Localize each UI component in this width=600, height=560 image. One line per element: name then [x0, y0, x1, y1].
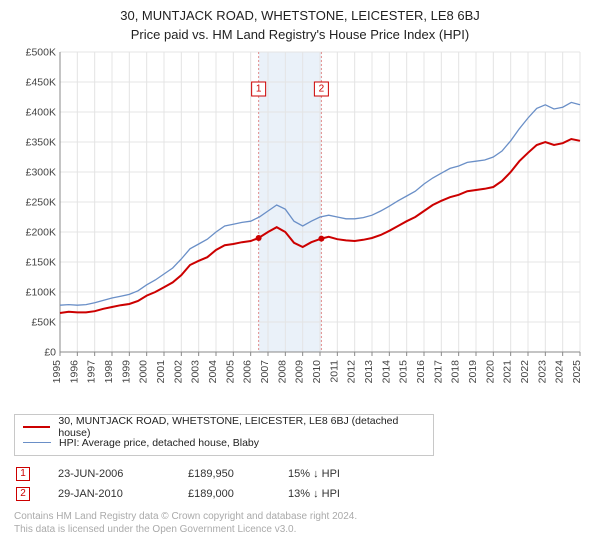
x-tick-label: 1998	[103, 360, 115, 384]
y-tick-label: £400K	[26, 106, 56, 118]
attribution-line: Contains HM Land Registry data © Crown c…	[14, 510, 586, 523]
attribution: Contains HM Land Registry data © Crown c…	[14, 510, 586, 536]
x-tick-label: 1997	[86, 360, 98, 384]
chart-container: 30, MUNTJACK ROAD, WHETSTONE, LEICESTER,…	[0, 0, 600, 560]
legend-swatch	[23, 442, 51, 443]
x-tick-label: 2001	[155, 360, 167, 384]
x-tick-label: 2015	[398, 360, 410, 384]
legend-label: HPI: Average price, detached house, Blab…	[59, 437, 259, 449]
transaction-date: 29-JAN-2010	[58, 488, 188, 500]
transaction-index: 2	[16, 487, 30, 501]
y-tick-label: £150K	[26, 256, 56, 268]
transaction-hpi-delta: 13% ↓ HPI	[288, 488, 448, 500]
transaction-index: 1	[16, 467, 30, 481]
x-tick-label: 2022	[519, 360, 531, 384]
chart-subtitle: Price paid vs. HM Land Registry's House …	[14, 27, 586, 42]
transaction-row: 2 29-JAN-2010£189,00013% ↓ HPI	[14, 484, 586, 504]
x-tick-label: 2021	[502, 360, 514, 384]
marker-index: 1	[256, 83, 262, 94]
x-tick-label: 2016	[415, 360, 427, 384]
transaction-price: £189,000	[188, 488, 288, 500]
legend-label: 30, MUNTJACK ROAD, WHETSTONE, LEICESTER,…	[58, 415, 425, 439]
x-tick-label: 2004	[207, 360, 219, 384]
transaction-price: £189,950	[188, 468, 288, 480]
x-tick-label: 2025	[571, 360, 583, 384]
legend-swatch	[23, 426, 50, 428]
transaction-row: 1 23-JUN-2006£189,95015% ↓ HPI	[14, 464, 586, 484]
attribution-line: This data is licensed under the Open Gov…	[14, 523, 586, 536]
x-tick-label: 2024	[554, 360, 566, 384]
y-tick-label: £200K	[26, 226, 56, 238]
x-tick-label: 2008	[276, 360, 288, 384]
x-tick-label: 2020	[484, 360, 496, 384]
x-tick-label: 1995	[51, 360, 63, 384]
transaction-hpi-delta: 15% ↓ HPI	[288, 468, 448, 480]
y-tick-label: £300K	[26, 166, 56, 178]
x-tick-label: 2017	[432, 360, 444, 384]
x-tick-label: 2000	[138, 360, 150, 384]
x-tick-label: 2009	[294, 360, 306, 384]
line-chart: £0 £50K £100K £150K £200K £250K £300K £350K £400…	[14, 48, 586, 408]
y-tick-label: £100K	[26, 286, 56, 298]
x-tick-label: 2019	[467, 360, 479, 384]
x-tick-label: 1996	[68, 360, 80, 384]
legend-item: 30, MUNTJACK ROAD, WHETSTONE, LEICESTER,…	[23, 419, 425, 435]
x-tick-label: 2007	[259, 360, 271, 384]
y-tick-label: £0	[44, 346, 56, 358]
transaction-date: 23-JUN-2006	[58, 468, 188, 480]
x-tick-label: 2006	[242, 360, 254, 384]
x-tick-label: 2002	[172, 360, 184, 384]
chart-title: 30, MUNTJACK ROAD, WHETSTONE, LEICESTER,…	[14, 8, 586, 25]
legend: 30, MUNTJACK ROAD, WHETSTONE, LEICESTER,…	[14, 414, 434, 456]
x-tick-label: 1999	[120, 360, 132, 384]
x-tick-label: 2005	[224, 360, 236, 384]
transactions-table: 1 23-JUN-2006£189,95015% ↓ HPI 2 29-JAN-201…	[14, 464, 586, 504]
marker-index: 2	[319, 83, 325, 94]
y-tick-label: £350K	[26, 136, 56, 148]
y-tick-label: £250K	[26, 196, 56, 208]
x-tick-label: 2012	[346, 360, 358, 384]
x-tick-label: 2014	[380, 360, 392, 384]
x-tick-label: 2013	[363, 360, 375, 384]
x-tick-label: 2011	[328, 360, 340, 383]
chart-svg: £0 £50K £100K £150K £200K £250K £300K £350K £400…	[14, 48, 586, 408]
x-tick-label: 2010	[311, 360, 323, 384]
y-tick-label: £50K	[31, 316, 56, 328]
x-tick-label: 2003	[190, 360, 202, 384]
x-tick-label: 2023	[536, 360, 548, 384]
x-tick-label: 2018	[450, 360, 462, 384]
y-tick-label: £500K	[26, 48, 56, 59]
y-tick-label: £450K	[26, 76, 56, 88]
